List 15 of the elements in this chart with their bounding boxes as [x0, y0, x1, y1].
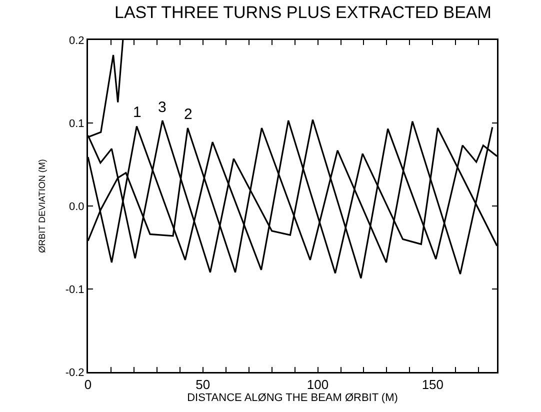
- y-tick-label: 0.2: [69, 34, 84, 47]
- y-tick-label: 0.0: [69, 200, 84, 213]
- series-label: 3: [158, 99, 166, 116]
- y-tick-label: -0.1: [65, 284, 84, 296]
- x-tick-label: 50: [196, 377, 210, 392]
- x-tick-label: 100: [306, 377, 329, 392]
- x-axis-title: DISTANCE ALØNG THE BEAM ØRBIT (M): [187, 392, 398, 404]
- series-label: 1: [133, 104, 142, 121]
- y-tick-label: 0.1: [69, 118, 84, 130]
- series-label: 2: [184, 106, 192, 123]
- x-tick-label: 150: [422, 377, 444, 392]
- y-tick-label: -0.2: [65, 366, 84, 379]
- x-tick-label: 0: [84, 377, 92, 392]
- y-axis-title: ØRBIT DEVIATION (M): [36, 159, 47, 253]
- chart-title: LAST THREE TURNS PLUS EXTRACTED BEAM: [114, 3, 492, 22]
